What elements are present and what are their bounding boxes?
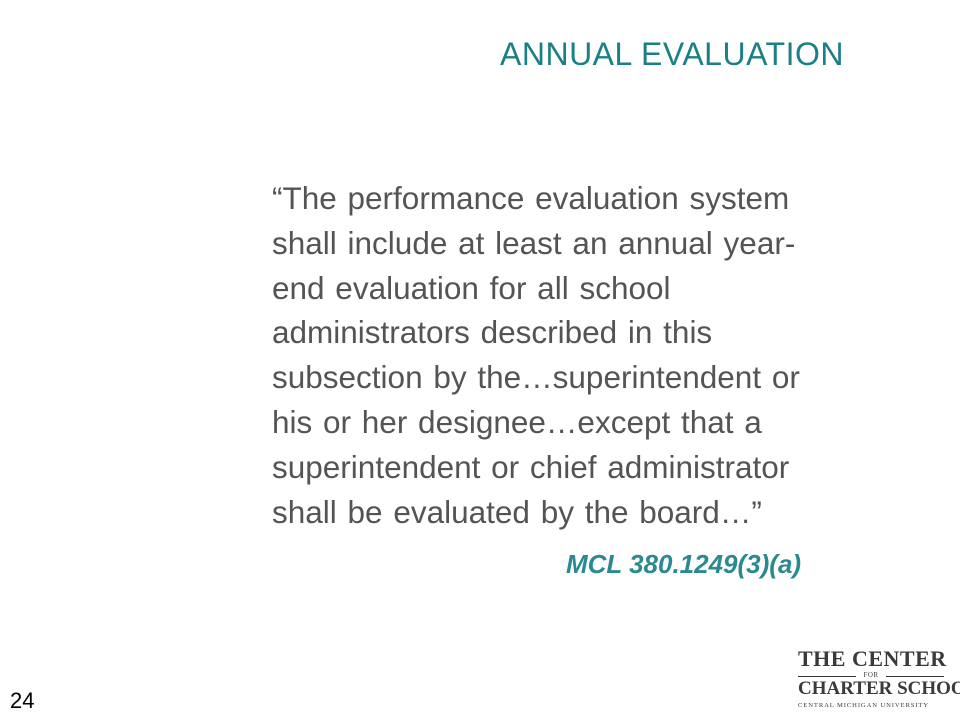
quote-block: “The performance evaluation system shall… xyxy=(272,176,912,534)
quote-line: administrators described in this xyxy=(272,314,713,351)
logo-for-text: FOR xyxy=(863,671,879,679)
quote-line: “The performance evaluation system xyxy=(272,180,790,216)
quote-line: shall include at least an annual year- xyxy=(272,224,796,261)
page-number: 24 xyxy=(10,688,35,713)
quote-line: shall be evaluated by the board…” xyxy=(272,493,762,530)
logo-line-the-center: THE CENTER xyxy=(798,646,947,671)
citation: MCL 380.1249(3)(a) xyxy=(566,549,802,579)
quote-line: superintendent or chief administrator xyxy=(272,448,790,485)
quote-line: his or her designee…except that a xyxy=(272,403,762,440)
quote-line: subsection by the…superintendent or xyxy=(272,359,800,396)
slide-title: ANNUAL EVALUATION xyxy=(500,36,844,72)
center-for-charter-schools-logo: THE CENTER FOR CHARTER SCHOOLS CENTRAL M… xyxy=(798,646,960,710)
quote-line: end evaluation for all school xyxy=(272,269,671,306)
logo-line-university: CENTRAL MICHIGAN UNIVERSITY xyxy=(798,702,930,709)
logo-rule-right xyxy=(886,676,944,677)
logo-rule-left xyxy=(798,676,856,677)
logo-line-charter-schools: CHARTER SCHOOLS xyxy=(798,678,960,699)
